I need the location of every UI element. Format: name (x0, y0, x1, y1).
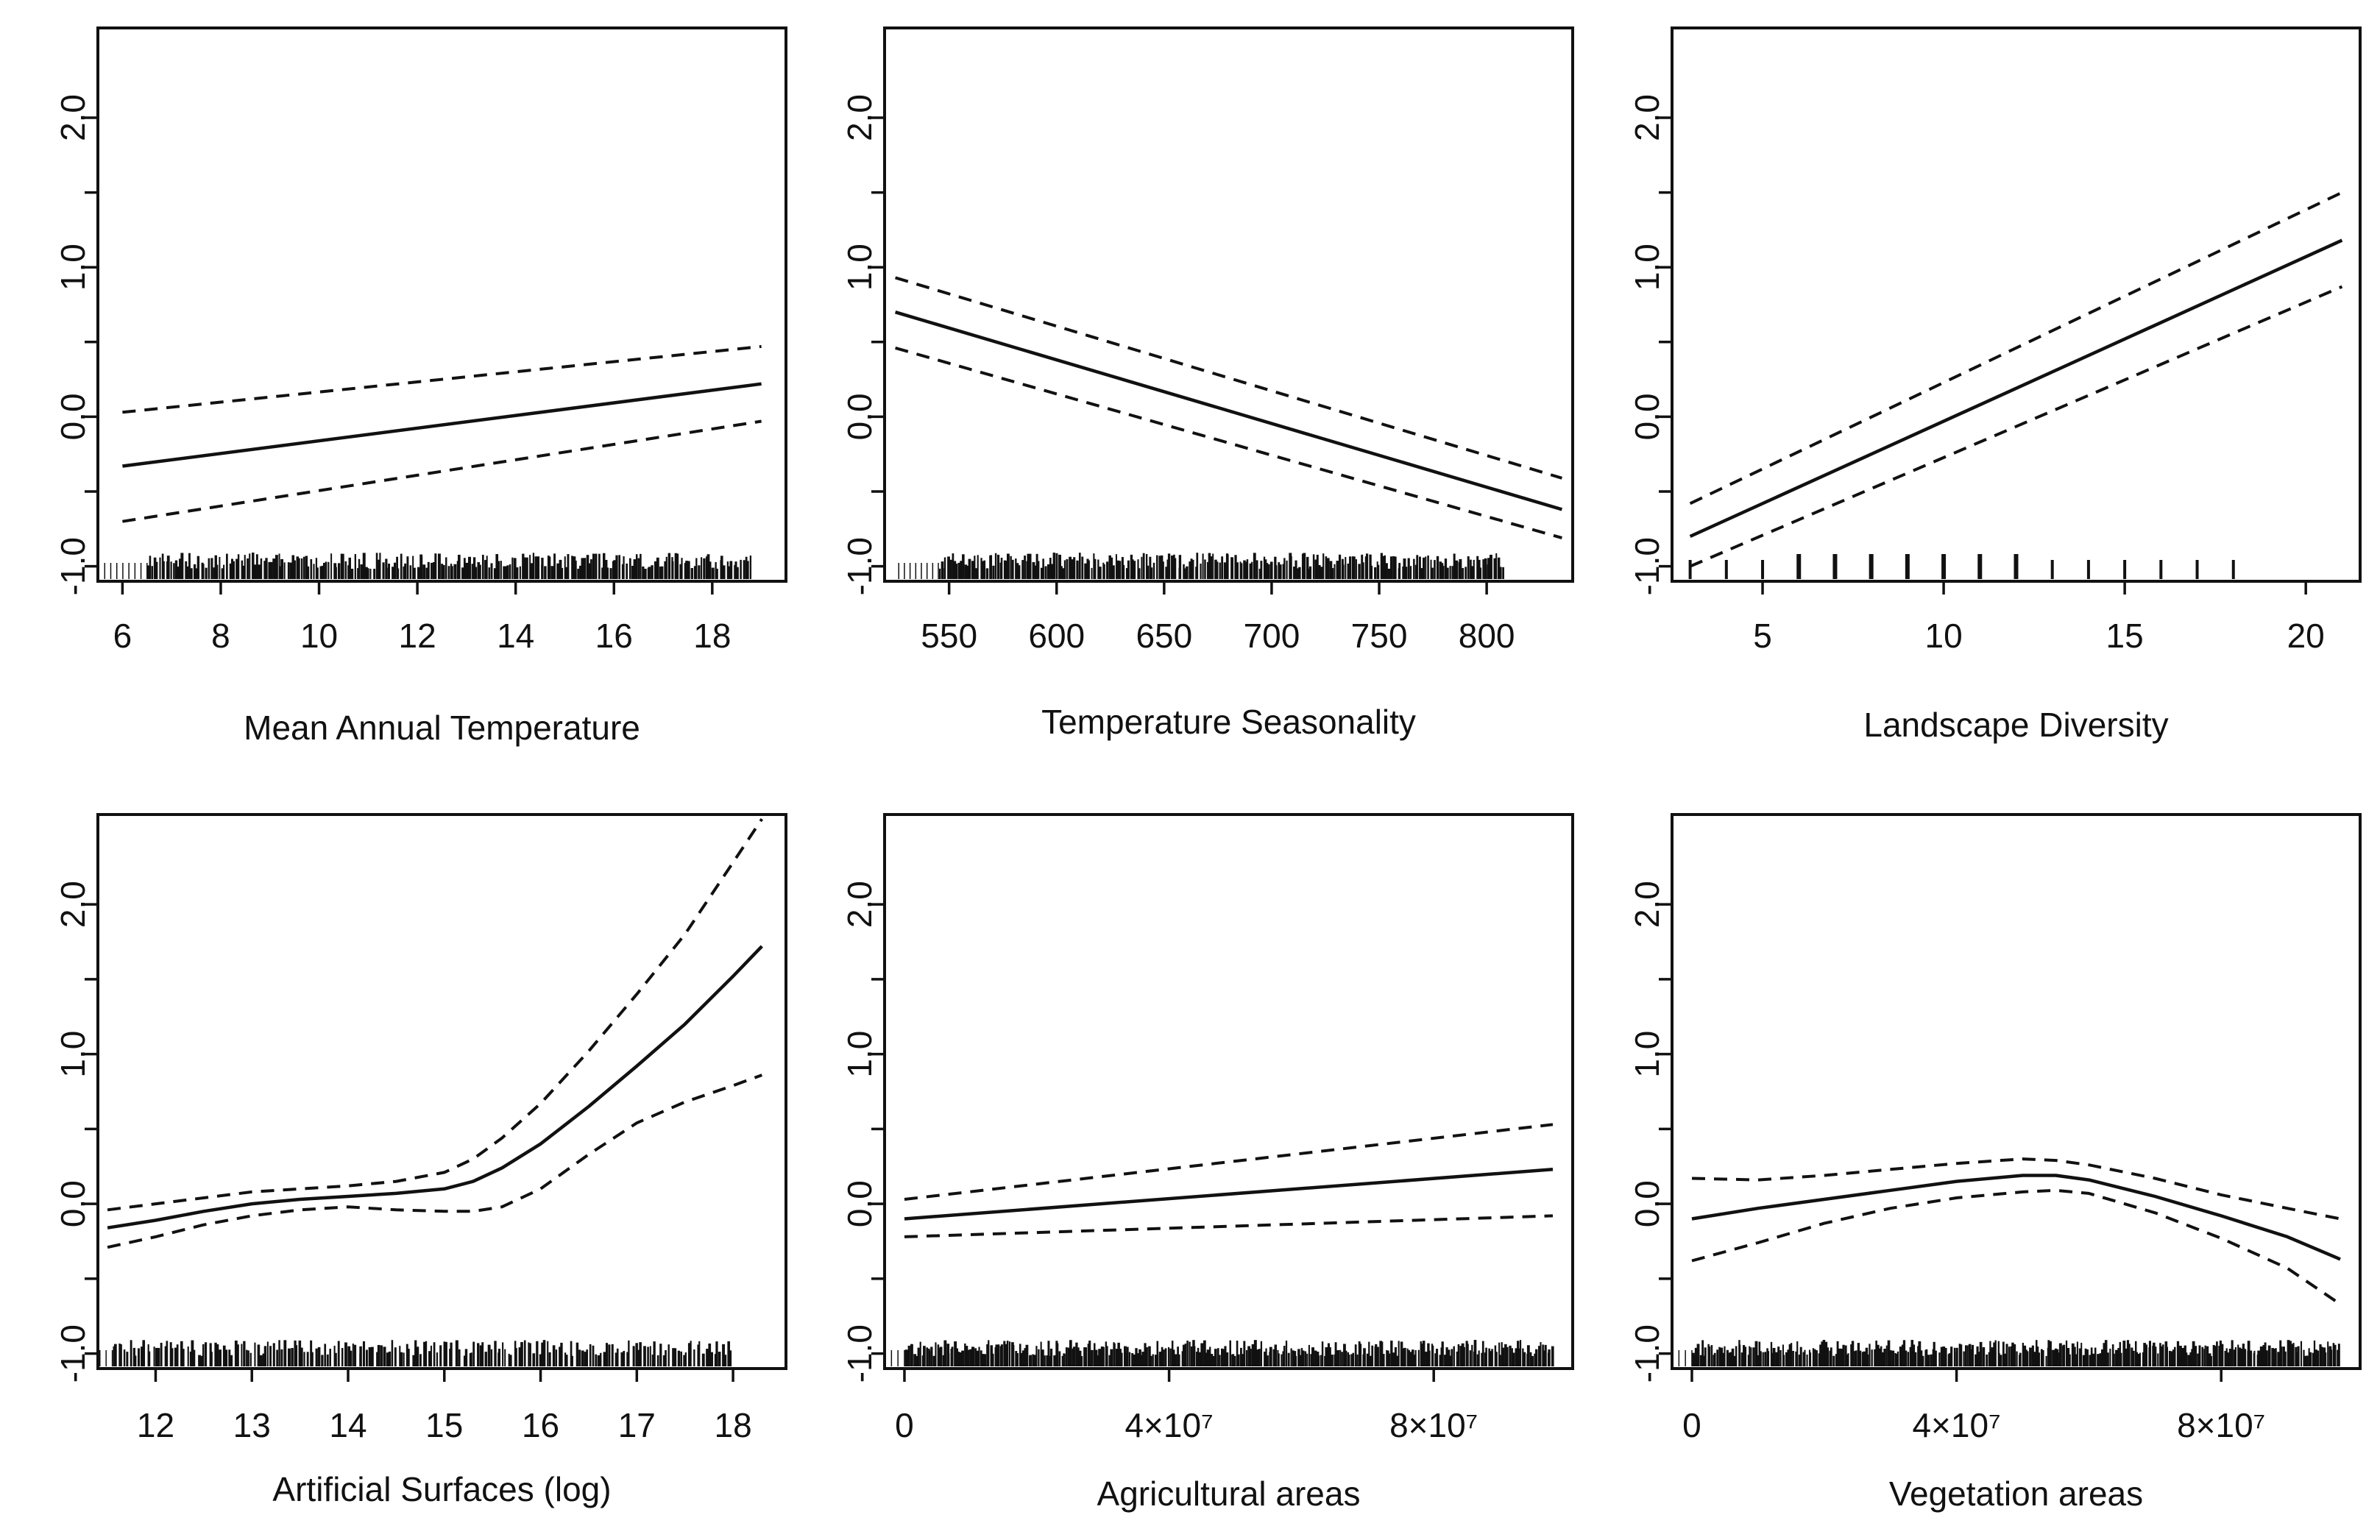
rug (104, 553, 752, 579)
y-tick-label: 0.0 (54, 1180, 92, 1227)
rug (884, 1340, 1554, 1366)
x-tick-label: 10 (300, 617, 338, 655)
plot-frame (883, 26, 1574, 583)
y-tick-label: 2.0 (840, 881, 879, 928)
series-lower-line (904, 1214, 1554, 1238)
series-lower-line (107, 1074, 762, 1249)
x-axis-label: Temperature Seasonality (1041, 703, 1416, 741)
rug (1671, 1340, 2340, 1366)
y-tick-label: 2.0 (54, 881, 92, 928)
x-axis-label: Artificial Surfaces (log) (272, 1470, 611, 1508)
x-tick-label: 800 (1459, 617, 1515, 655)
y-tick-label: 1.0 (840, 1031, 879, 1078)
x-tick-label: 13 (233, 1406, 271, 1444)
y-tick-label: -1.0 (54, 1324, 92, 1383)
panel-6: -1.0 0.0 1.0 2.0 0 4×10⁷ 8×10⁷ Vegetation areas (1628, 813, 2362, 1513)
y-tick-label: 2.0 (840, 94, 879, 141)
x-axis-label: Mean Annual Temperature (244, 709, 640, 747)
series-lower-line (895, 346, 1562, 540)
x-tick-label: 16 (522, 1406, 559, 1444)
panel-4: -1.0 0.0 1.0 2.0 12 13 14 15 16 17 18 Artificial Su… (54, 813, 787, 1508)
y-tick-label: -1.0 (1628, 537, 1666, 595)
series-upper-line (122, 344, 762, 414)
x-tick-label: 14 (497, 617, 534, 655)
y-tick-label: 2.0 (1628, 94, 1666, 141)
x-tick-label: 16 (595, 617, 633, 655)
rug (99, 1340, 732, 1366)
x-tick-label: 4×10⁷ (1125, 1406, 1213, 1444)
series-fit-line (894, 311, 1563, 511)
rug (1688, 554, 2235, 579)
x-tick-label: 650 (1136, 617, 1192, 655)
x-tick-label: 8×10⁷ (2177, 1406, 2265, 1444)
series-upper-line (1691, 1157, 2341, 1221)
y-tick-label: 1.0 (54, 1031, 92, 1078)
x-tick-label: 0 (1682, 1406, 1701, 1444)
rug (898, 553, 1505, 579)
series-fit-line (107, 945, 763, 1229)
x-tick-label: 550 (921, 617, 977, 655)
series-upper-line (1689, 191, 2343, 505)
series-upper-line (895, 276, 1562, 480)
x-tick-label: 12 (399, 617, 436, 655)
y-tick-label: 0.0 (1628, 1180, 1666, 1227)
y-tick-label: 0.0 (54, 393, 92, 440)
x-axis-label: Landscape Diversity (1863, 706, 2168, 744)
plot-frame (96, 813, 787, 1370)
y-tick-label: 1.0 (1628, 244, 1666, 291)
series-upper-line (107, 817, 763, 1212)
y-tick-label: 0.0 (840, 1180, 879, 1227)
series-fit-line (122, 382, 762, 468)
y-tick-label: 2.0 (54, 94, 92, 141)
panel-3: -1.0 0.0 1.0 2.0 5 10 15 20 Landscape Diversity (1628, 26, 2362, 744)
y-tick-label: -1.0 (54, 537, 92, 595)
x-tick-label: 14 (329, 1406, 366, 1444)
x-tick-label: 18 (693, 617, 731, 655)
y-tick-label: 0.0 (1628, 393, 1666, 440)
x-tick-label: 15 (2106, 617, 2144, 655)
plot-frame (883, 813, 1574, 1370)
y-tick-label: -1.0 (1628, 1324, 1666, 1383)
panel-5: -1.0 0.0 1.0 2.0 0 4×10⁷ 8×10⁷ Agricultural are… (840, 813, 1574, 1513)
y-tick-label: -1.0 (840, 537, 879, 595)
panel-1: -1.0 0.0 1.0 2.0 6 8 10 12 14 16 18 Mean Annual Tem… (54, 26, 787, 747)
x-tick-label: 700 (1244, 617, 1300, 655)
y-tick-label: -1.0 (840, 1324, 879, 1383)
x-tick-label: 5 (1753, 617, 1772, 655)
x-axis-label: Vegetation areas (1889, 1475, 2143, 1513)
x-tick-label: 10 (1924, 617, 1962, 655)
x-tick-label: 750 (1351, 617, 1408, 655)
x-tick-label: 8 (211, 617, 230, 655)
y-tick-label: 1.0 (54, 244, 92, 291)
x-tick-label: 20 (2287, 617, 2325, 655)
x-tick-label: 17 (618, 1406, 656, 1444)
plot-frame (1671, 813, 2362, 1370)
x-tick-label: 12 (137, 1406, 174, 1444)
x-tick-label: 0 (895, 1406, 914, 1444)
x-tick-label: 18 (714, 1406, 751, 1444)
plot-frame (96, 26, 787, 583)
x-tick-label: 8×10⁷ (1389, 1406, 1478, 1444)
series-lower-line (1689, 285, 2343, 568)
y-tick-label: 1.0 (1628, 1031, 1666, 1078)
x-axis-label: Agricultural areas (1097, 1475, 1361, 1513)
series-fit-line (904, 1168, 1554, 1221)
y-tick-label: 1.0 (840, 244, 879, 291)
plot-frame (1671, 26, 2362, 583)
x-tick-label: 4×10⁷ (1912, 1406, 2000, 1444)
series-fit-line (1689, 238, 2343, 539)
series-lower-line (1691, 1188, 2342, 1306)
series-lower-line (122, 419, 762, 523)
x-tick-label: 6 (113, 617, 132, 655)
x-tick-label: 15 (425, 1406, 463, 1444)
y-tick-label: 2.0 (1628, 881, 1666, 928)
x-tick-label: 600 (1028, 617, 1085, 655)
y-tick-label: 0.0 (840, 393, 879, 440)
panel-2: -1.0 0.0 1.0 2.0 550 600 650 700 750 800 Temperatu… (840, 26, 1574, 741)
series-fit-line (1691, 1174, 2341, 1261)
